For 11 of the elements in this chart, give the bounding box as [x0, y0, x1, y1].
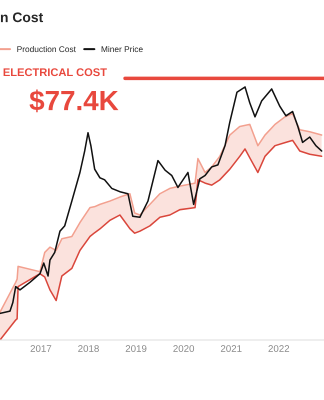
legend-label: Miner Price [102, 46, 143, 52]
chart-title: n Cost [0, 12, 44, 22]
legend-label: Production Cost [17, 46, 76, 52]
x-tick-label: 2018 [78, 345, 99, 352]
annotation: $77.4K [30, 90, 118, 112]
x-tick-label: 2021 [220, 345, 242, 352]
x-tick-label: 2022 [268, 345, 290, 352]
x-tick-label: 2020 [173, 345, 194, 352]
x-tick-label: 2019 [126, 345, 146, 352]
x-tick-label: 2017 [30, 345, 52, 352]
ref-line-label: ELECTRICAL COST [4, 68, 107, 76]
